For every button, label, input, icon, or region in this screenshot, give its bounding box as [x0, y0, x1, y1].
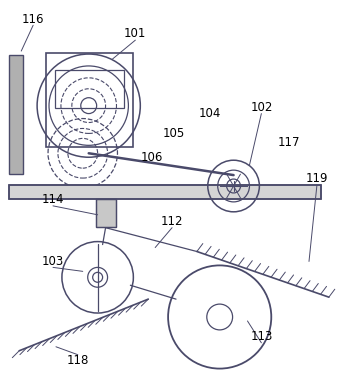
Text: 106: 106 [141, 151, 163, 164]
Text: 112: 112 [161, 215, 183, 228]
Bar [9, 185, 321, 199]
Text: 103: 103 [42, 255, 64, 268]
Bar [9, 55, 23, 174]
Text: 117: 117 [278, 136, 300, 149]
Bar [96, 199, 116, 227]
Text: 101: 101 [124, 27, 147, 40]
Bar [96, 199, 116, 227]
Text: 102: 102 [250, 101, 273, 114]
Text: 104: 104 [199, 107, 221, 120]
Bar [46, 53, 133, 147]
Text: 105: 105 [163, 127, 185, 140]
Bar [9, 185, 321, 199]
Text: 118: 118 [67, 354, 89, 367]
Text: 114: 114 [42, 193, 64, 206]
Bar [55, 70, 125, 108]
Text: 119: 119 [306, 171, 328, 185]
Text: 113: 113 [250, 331, 273, 343]
Text: 116: 116 [22, 13, 44, 26]
